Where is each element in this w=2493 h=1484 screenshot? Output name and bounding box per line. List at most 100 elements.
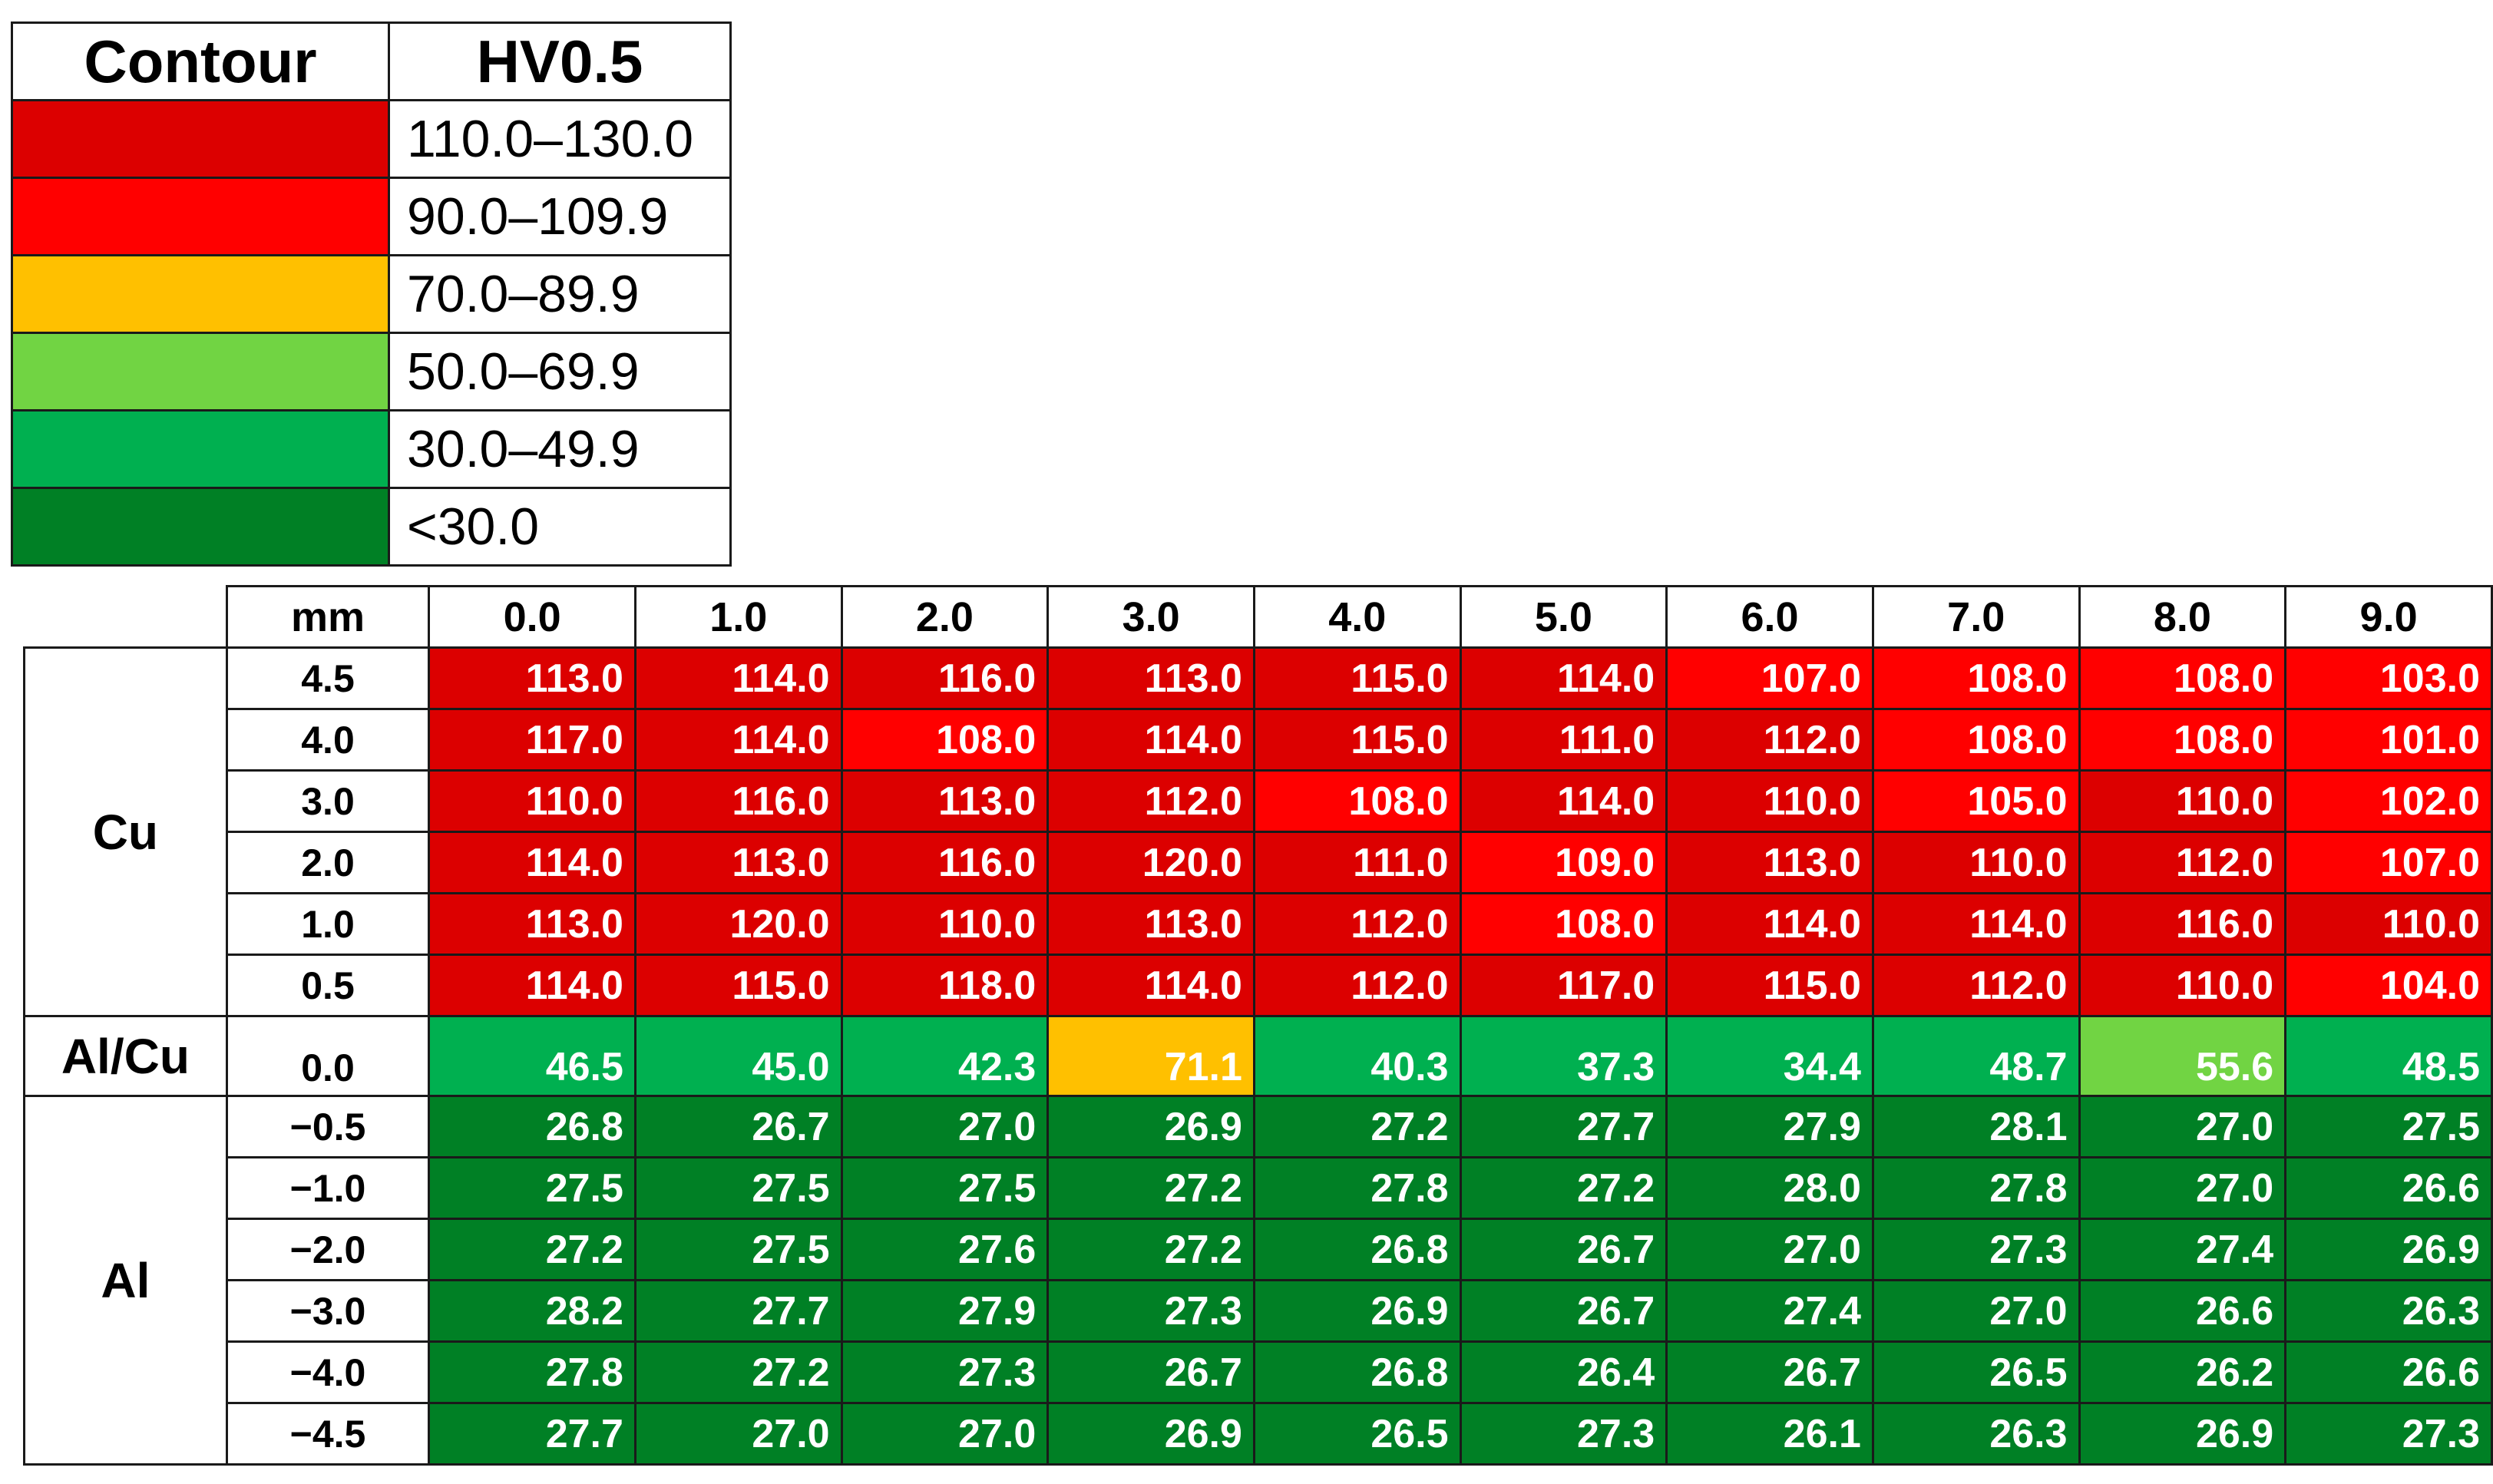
legend-header-hv: HV0.5 — [388, 21, 732, 101]
heatmap-cell: 28.1 — [1871, 1095, 2081, 1158]
x-tick-label: 2.0 — [840, 585, 1050, 649]
x-tick-label: 9.0 — [2284, 585, 2493, 649]
heatmap-cell: 112.0 — [1252, 892, 1462, 956]
heatmap-cell: 42.3 — [840, 1015, 1050, 1097]
heatmap-cell: 26.4 — [1459, 1340, 1668, 1404]
heatmap-cell: 26.9 — [1046, 1095, 1255, 1158]
heatmap-cell: 27.0 — [2078, 1095, 2287, 1158]
heatmap-cell: 110.0 — [2078, 954, 2287, 1017]
legend-range-label: 50.0–69.9 — [388, 332, 732, 411]
table-row: 0.5 114.0 115.0 118.0 114.0 112.0 117.0 115.0 11… — [25, 954, 2493, 1017]
heatmap-cell: 108.0 — [1871, 646, 2081, 710]
heatmap-cell: 45.0 — [633, 1015, 843, 1097]
y-tick-label: 0.5 — [225, 954, 431, 1017]
heatmap-cell: 26.9 — [2284, 1218, 2493, 1281]
heatmap-cell: 27.0 — [1871, 1279, 2081, 1343]
heatmap-cell: 26.9 — [2078, 1402, 2287, 1466]
heatmap-cell: 111.0 — [1459, 708, 1668, 772]
heatmap-cell: 114.0 — [1459, 646, 1668, 710]
heatmap-cell: 27.5 — [840, 1156, 1050, 1220]
legend-range-label: 90.0–109.9 — [388, 177, 732, 256]
heatmap-cell: 110.0 — [1871, 831, 2081, 894]
legend-row: 110.0–130.0 — [11, 99, 732, 179]
heatmap-cell: 107.0 — [2284, 831, 2493, 894]
heatmap-cell: 27.4 — [1665, 1279, 1874, 1343]
heatmap-cell: 26.8 — [1252, 1218, 1462, 1281]
heatmap-cell: 27.7 — [633, 1279, 843, 1343]
table-row: −3.0 28.2 27.7 27.9 27.3 26.9 26.7 27.4 27.0 26.6… — [25, 1279, 2493, 1343]
heatmap-cell: 116.0 — [840, 831, 1050, 894]
heatmap-cell: 107.0 — [1665, 646, 1874, 710]
heatmap-cell: 26.8 — [428, 1095, 636, 1158]
heatmap-cell: 27.2 — [428, 1218, 636, 1281]
heatmap-cell: 26.8 — [1252, 1340, 1462, 1404]
heatmap-cell: 108.0 — [840, 708, 1050, 772]
heatmap-cell: 115.0 — [1252, 646, 1462, 710]
heatmap-cell: 113.0 — [840, 769, 1050, 833]
heatmap-cell: 120.0 — [633, 892, 843, 956]
table-row: 1.0 113.0 120.0 110.0 113.0 112.0 108.0 114.0 11… — [25, 892, 2493, 956]
y-tick-label: 1.0 — [225, 892, 431, 956]
heatmap-cell: 27.6 — [840, 1218, 1050, 1281]
heatmap-cell: 26.6 — [2284, 1156, 2493, 1220]
legend-range-label: <30.0 — [388, 487, 732, 567]
legend-range-label: 110.0–130.0 — [388, 99, 732, 179]
heatmap-cell: 48.5 — [2284, 1015, 2493, 1097]
heatmap-cell: 113.0 — [1665, 831, 1874, 894]
heatmap-cell: 114.0 — [1871, 892, 2081, 956]
y-tick-label: 2.0 — [225, 831, 431, 894]
heatmap-cell: 26.7 — [633, 1095, 843, 1158]
heatmap-cell: 108.0 — [1871, 708, 2081, 772]
heatmap-cell: 113.0 — [428, 892, 636, 956]
heatmap-cell: 101.0 — [2284, 708, 2493, 772]
group-label: Al — [23, 1095, 228, 1466]
contour-legend: Contour HV0.5 110.0–130.0 90.0–109.9 70.0–… — [11, 21, 732, 567]
heatmap-cell: 108.0 — [1459, 892, 1668, 956]
heatmap-cell: 108.0 — [2078, 646, 2287, 710]
heatmap-cell: 26.3 — [2284, 1279, 2493, 1343]
heatmap-cell: 103.0 — [2284, 646, 2493, 710]
x-tick-label: 5.0 — [1459, 585, 1668, 649]
heatmap-cell: 108.0 — [1252, 769, 1462, 833]
table-row: −1.0 27.5 27.5 27.5 27.2 27.8 27.2 28.0 27.8 27.0… — [25, 1156, 2493, 1220]
heatmap-cell: 110.0 — [1665, 769, 1874, 833]
heatmap-cell: 71.1 — [1046, 1015, 1255, 1097]
heatmap-cell: 26.5 — [1252, 1402, 1462, 1466]
x-tick-label: 0.0 — [428, 585, 636, 649]
heatmap-cell: 27.5 — [2284, 1095, 2493, 1158]
group-label: Cu — [23, 646, 228, 1017]
heatmap-cell: 112.0 — [1871, 954, 2081, 1017]
heatmap-cell: 114.0 — [1046, 954, 1255, 1017]
heatmap-cell: 27.2 — [1252, 1095, 1462, 1158]
heatmap-cell: 26.6 — [2078, 1279, 2287, 1343]
heatmap-cell: 116.0 — [840, 646, 1050, 710]
heatmap-cell: 113.0 — [428, 646, 636, 710]
heatmap-cell: 27.9 — [1665, 1095, 1874, 1158]
heatmap-cell: 114.0 — [1665, 892, 1874, 956]
heatmap-cell: 114.0 — [428, 954, 636, 1017]
legend-range-label: 30.0–49.9 — [388, 409, 732, 489]
heatmap-cell: 114.0 — [633, 708, 843, 772]
heatmap-cell: 27.8 — [428, 1340, 636, 1404]
legend-swatch — [11, 254, 390, 334]
y-tick-label: 0.0 — [225, 1015, 431, 1097]
legend-swatch — [11, 332, 390, 411]
heatmap-cell: 48.7 — [1871, 1015, 2081, 1097]
y-tick-label: 3.0 — [225, 769, 431, 833]
y-tick-label: −4.0 — [225, 1340, 431, 1404]
heatmap-cell: 27.5 — [633, 1156, 843, 1220]
table-row: −4.5 27.7 27.0 27.0 26.9 26.5 27.3 26.1 26.3 26.9… — [25, 1402, 2493, 1466]
y-tick-label: −2.0 — [225, 1218, 431, 1281]
y-tick-label: −1.0 — [225, 1156, 431, 1220]
heatmap-cell: 105.0 — [1871, 769, 2081, 833]
heatmap-cell: 37.3 — [1459, 1015, 1668, 1097]
heatmap-cell: 26.9 — [1252, 1279, 1462, 1343]
heatmap-cell: 55.6 — [2078, 1015, 2287, 1097]
x-tick-label: 4.0 — [1252, 585, 1462, 649]
group-label: Al/Cu — [23, 1015, 228, 1097]
heatmap-cell: 26.3 — [1871, 1402, 2081, 1466]
heatmap-cell: 118.0 — [840, 954, 1050, 1017]
table-row: 2.0 114.0 113.0 116.0 120.0 111.0 109.0 113.0 11… — [25, 831, 2493, 894]
y-tick-label: −0.5 — [225, 1095, 431, 1158]
y-tick-label: 4.0 — [225, 708, 431, 772]
